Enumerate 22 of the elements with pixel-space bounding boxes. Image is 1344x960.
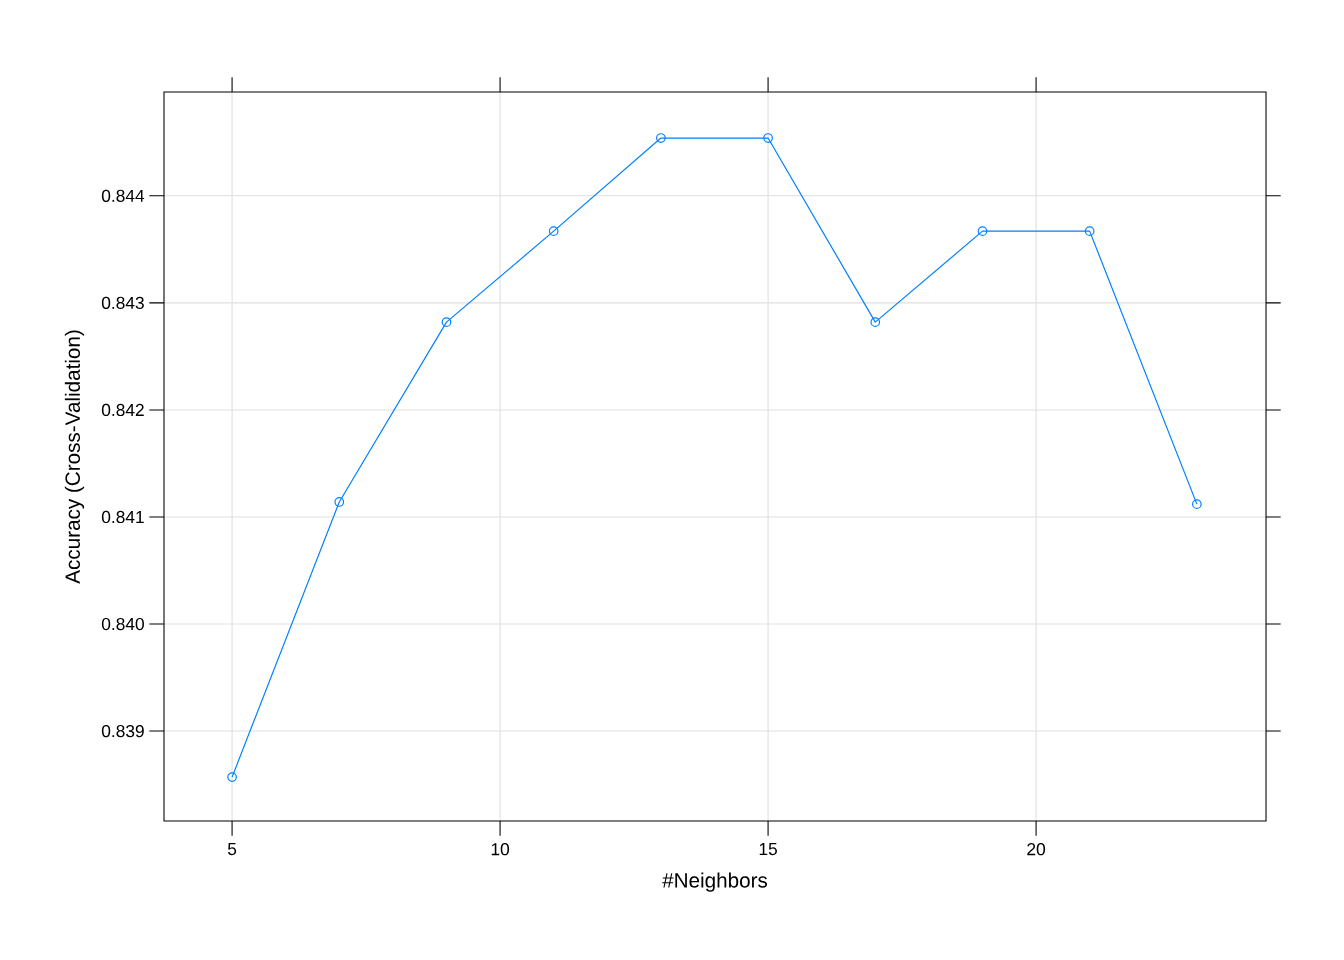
x-tick-label: 10 <box>491 843 510 856</box>
y-tick-label: 0.843 <box>101 296 144 310</box>
y-tick-label: 0.842 <box>101 403 144 417</box>
point <box>1084 226 1095 237</box>
x-axis-title: #Neighbors <box>662 872 768 892</box>
y-tick-label: 0.839 <box>101 724 144 738</box>
y-tick-label: 0.840 <box>101 617 144 631</box>
point <box>763 133 773 143</box>
x-tick-label: 5 <box>227 843 237 856</box>
point <box>548 226 559 237</box>
point <box>1192 499 1202 509</box>
y-tick-label: 0.844 <box>101 189 145 202</box>
point <box>441 317 452 328</box>
point <box>334 497 345 507</box>
point <box>227 772 237 782</box>
y-axis-title: Accuracy (Cross-Validation) <box>64 330 85 584</box>
x-tick-label: 20 <box>1027 843 1046 856</box>
point <box>870 317 881 328</box>
point <box>656 133 666 143</box>
point <box>977 226 988 237</box>
y-tick-label: 0.841 <box>101 510 144 524</box>
x-tick-label: 15 <box>759 843 777 856</box>
